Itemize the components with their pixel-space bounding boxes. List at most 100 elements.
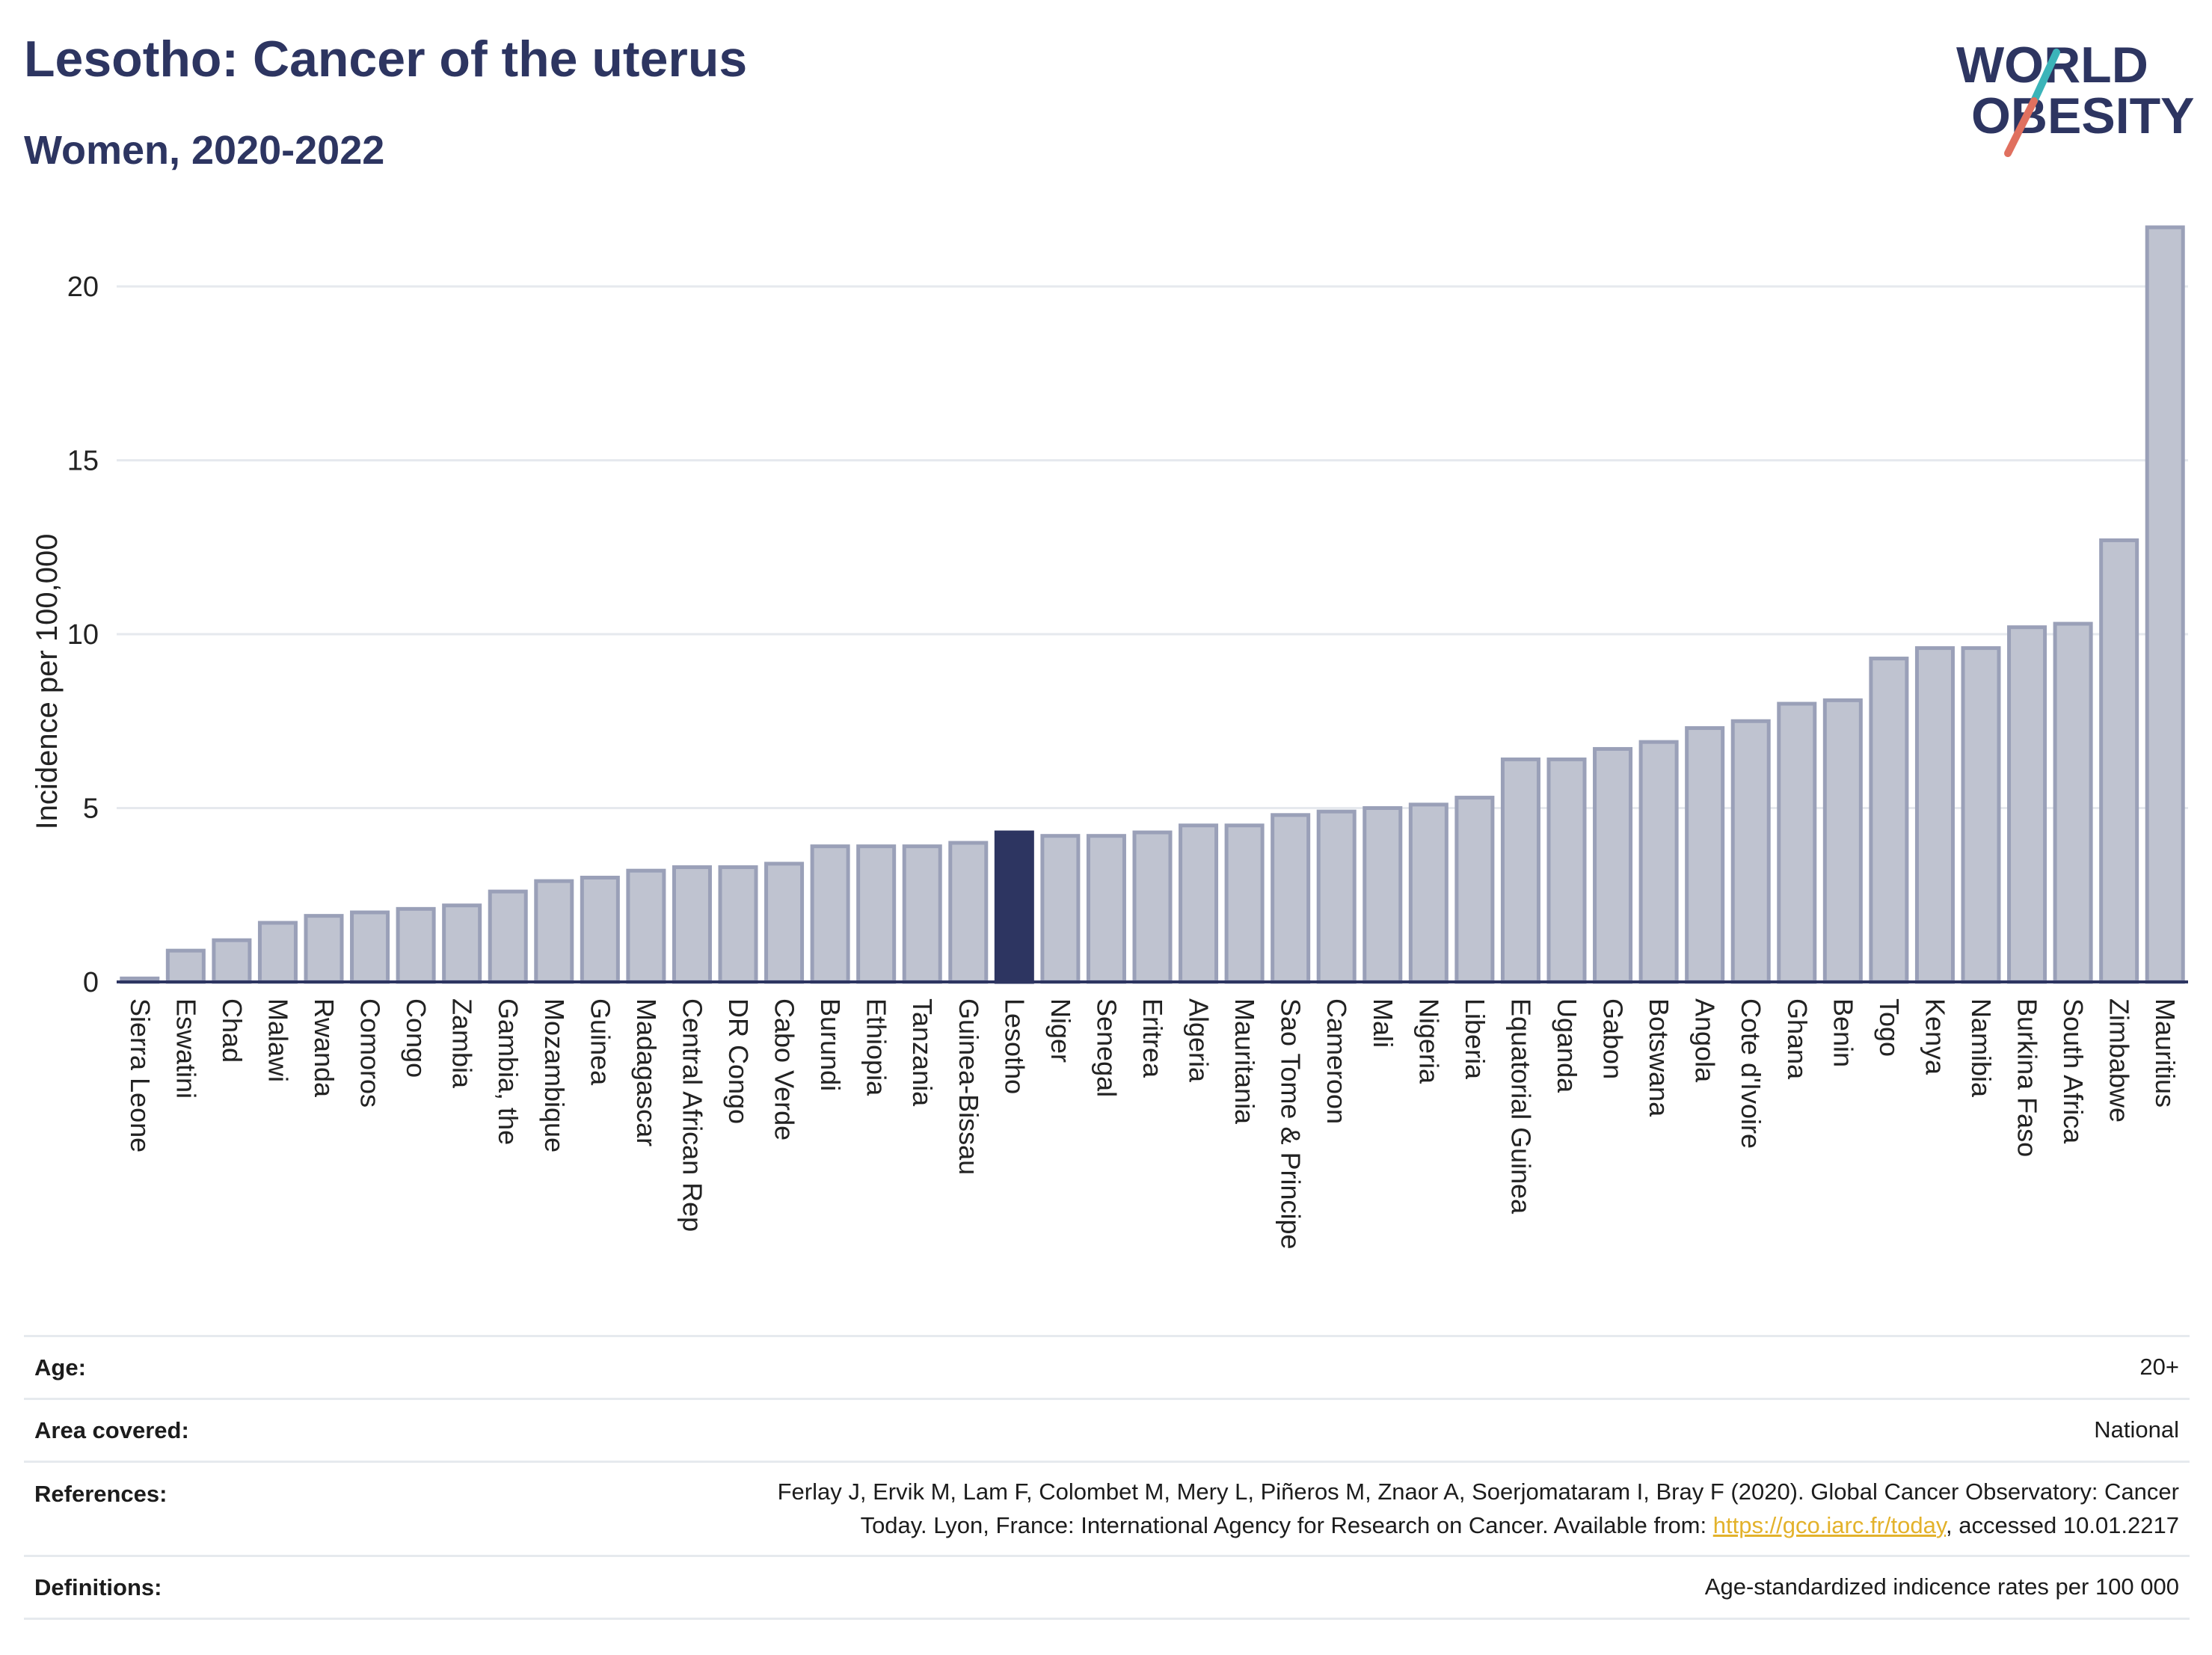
bar (1730, 719, 1771, 984)
x-tick-label: Central African Rep (677, 998, 707, 1232)
x-tick-label: Liberia (1460, 998, 1490, 1080)
bar (810, 844, 850, 984)
x-tick-label: Nigeria (1413, 998, 1444, 1084)
bar (488, 889, 528, 984)
x-tick-label: Comoros (355, 998, 386, 1108)
references-line2-post: , accessed 10.01.2217 (1946, 1511, 2179, 1538)
bar (1593, 746, 1633, 984)
bar (1040, 834, 1081, 984)
bar (1914, 646, 1955, 984)
info-row-age: Age: 20+ (24, 1335, 2190, 1400)
bar (1408, 802, 1448, 984)
x-tick-label: Eswatini (170, 998, 201, 1099)
x-tick-label: Angola (1690, 998, 1721, 1083)
logo-slash-teal (2030, 49, 2060, 105)
x-tick-label: Algeria (1184, 998, 1214, 1083)
bar (994, 830, 1034, 984)
bar (257, 921, 298, 984)
x-tick-label: Mali (1368, 998, 1398, 1048)
y-tick-label: 15 (67, 446, 99, 477)
bar (212, 938, 252, 984)
x-tick-label: Namibia (1966, 998, 1997, 1098)
bar (764, 862, 805, 984)
bar (672, 865, 712, 984)
y-axis-title: Incidence per 100,000 (31, 534, 64, 830)
x-tick-label: Mauritius (2150, 998, 2181, 1108)
x-tick-label: Ghana (1782, 998, 1813, 1080)
x-tick-label: Niger (1045, 998, 1076, 1063)
y-tick-label: 10 (67, 619, 99, 651)
x-tick-label: Zimbabwe (2104, 998, 2135, 1123)
references-line1: Ferlay J, Ervik M, Lam F, Colombet M, Me… (777, 1478, 2179, 1505)
x-tick-label: Mozambique (539, 998, 570, 1152)
bar (1822, 698, 1863, 984)
bar (1179, 823, 1219, 984)
bar (580, 876, 620, 984)
bar (2099, 538, 2139, 984)
x-tick-label: Gabon (1598, 998, 1629, 1079)
x-tick-label: Burundi (815, 998, 846, 1091)
bar (1638, 740, 1679, 984)
bar (1869, 657, 1909, 984)
age-label: Age: (24, 1335, 568, 1400)
x-tick-label: Equatorial Guinea (1505, 998, 1536, 1215)
x-tick-label: Eritrea (1137, 998, 1168, 1078)
age-value: 20+ (568, 1335, 2190, 1400)
references-value: Ferlay J, Ervik M, Lam F, Colombet M, Me… (568, 1461, 2190, 1557)
bar (396, 906, 436, 984)
x-tick-label: Guinea-Bissau (953, 998, 984, 1175)
x-tick-label: Tanzania (907, 998, 938, 1107)
y-tick-label: 5 (83, 793, 99, 825)
bar (534, 879, 574, 984)
x-tick-label: Guinea (585, 998, 615, 1086)
bar (1685, 726, 1725, 984)
definitions-value: Age-standardized indicence rates per 100… (568, 1555, 2190, 1620)
references-link[interactable]: https://gco.iarc.fr/today (1712, 1511, 1947, 1538)
x-tick-label: Benin (1828, 998, 1858, 1067)
bar (1224, 823, 1265, 984)
x-tick-label: Congo (401, 998, 431, 1078)
x-tick-label: Mauritania (1229, 998, 1260, 1125)
x-tick-label: Cote d'Ivoire (1736, 998, 1766, 1149)
x-tick-label: Sierra Leone (125, 998, 156, 1152)
info-table: Age: 20+ Area covered: National Referenc… (24, 1335, 2190, 1620)
bar (1961, 646, 2001, 984)
x-tick-label: Uganda (1552, 998, 1582, 1093)
logo-text-obesity: OBESITY (1971, 87, 2195, 144)
x-tick-label: Madagascar (631, 998, 662, 1146)
x-tick-label: Gambia, the (493, 998, 523, 1145)
area-label: Area covered: (24, 1398, 568, 1463)
x-tick-label: Togo (1874, 998, 1905, 1057)
references-line2-pre: Today. Lyon, France: International Agenc… (860, 1511, 1713, 1538)
x-tick-label: Ethiopia (861, 998, 892, 1096)
y-tick-label: 20 (67, 271, 99, 303)
bar (1362, 806, 1403, 984)
x-tick-label: Botswana (1644, 998, 1674, 1117)
bar (856, 844, 897, 984)
x-tick-label: Sao Tome & Principe (1276, 998, 1306, 1250)
bar (1454, 796, 1495, 984)
bar (2007, 625, 2047, 984)
x-tick-label: Lesotho (999, 998, 1030, 1094)
bar (165, 948, 206, 984)
x-tick-label: Chad (217, 998, 248, 1063)
logo-slash-coral (2004, 97, 2038, 157)
x-tick-label: Rwanda (309, 998, 340, 1098)
info-row-references: References: Ferlay J, Ervik M, Lam F, Co… (24, 1461, 2190, 1557)
bar (1546, 757, 1587, 984)
bar (1500, 757, 1540, 984)
world-obesity-logo: WORLD OBESITY (1956, 37, 2195, 157)
bar-chart: 0 5 10 15 20 Incidence per 100,000 Sierra Leon… (31, 225, 2188, 1250)
y-tick-label: 0 (83, 967, 99, 998)
x-tick-label: Cameroon (1321, 998, 1352, 1124)
bar (1132, 830, 1173, 984)
x-tick-label: Senegal (1091, 998, 1122, 1097)
x-tick-label: DR Congo (723, 998, 754, 1124)
x-tick-label: Cabo Verde (769, 998, 800, 1140)
info-row-definitions: Definitions: Age-standardized indicence … (24, 1555, 2190, 1620)
bar (902, 844, 942, 984)
bar (350, 910, 390, 984)
bar (1316, 809, 1357, 984)
area-value: National (568, 1398, 2190, 1463)
info-row-area: Area covered: National (24, 1398, 2190, 1463)
